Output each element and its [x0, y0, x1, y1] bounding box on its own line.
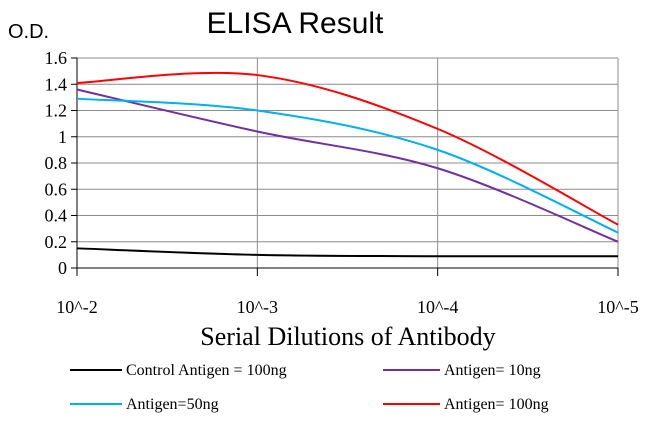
y-axis-label: O.D. [8, 21, 49, 43]
y-tick-label: 0.8 [45, 153, 68, 173]
chart-title: ELISA Result [207, 7, 384, 40]
series-line-2 [76, 97, 619, 234]
legend-label-1: Antigen= 10ng [444, 362, 541, 379]
x-tick-label: 10^-2 [56, 297, 97, 317]
y-tick-label: 0.6 [45, 179, 68, 199]
series-line-3 [76, 71, 619, 226]
y-tick-label: 0.4 [45, 206, 68, 226]
y-tick-label: 0.2 [45, 232, 68, 252]
y-tick-label: 1.4 [45, 74, 68, 94]
x-tick-label: 10^-5 [597, 297, 638, 317]
series-line-0 [76, 247, 619, 258]
series-line-1 [76, 88, 619, 243]
y-tick-label: 0 [58, 258, 67, 278]
y-tick-label: 1 [58, 127, 67, 147]
legend-label-3: Antigen= 100ng [444, 396, 549, 413]
x-tick-label: 10^-3 [237, 297, 278, 317]
x-tick-label: 10^-4 [417, 297, 458, 317]
legend-label-0: Control Antigen = 100ng [126, 362, 287, 379]
plot-area: 0 0.2 0.4 0.6 0.8 1 1.2 1.4 1.6 10^-2 10^-3 10^-4 10… [45, 48, 639, 317]
legend-label-2: Antigen=50ng [126, 396, 219, 413]
x-axis-label: Serial Dilutions of Antibody [200, 322, 495, 351]
legend: Control Antigen = 100ng Antigen= 10ng Anti… [70, 362, 549, 413]
y-tick-label: 1.6 [45, 48, 68, 68]
y-tick-label: 1.2 [45, 101, 68, 121]
